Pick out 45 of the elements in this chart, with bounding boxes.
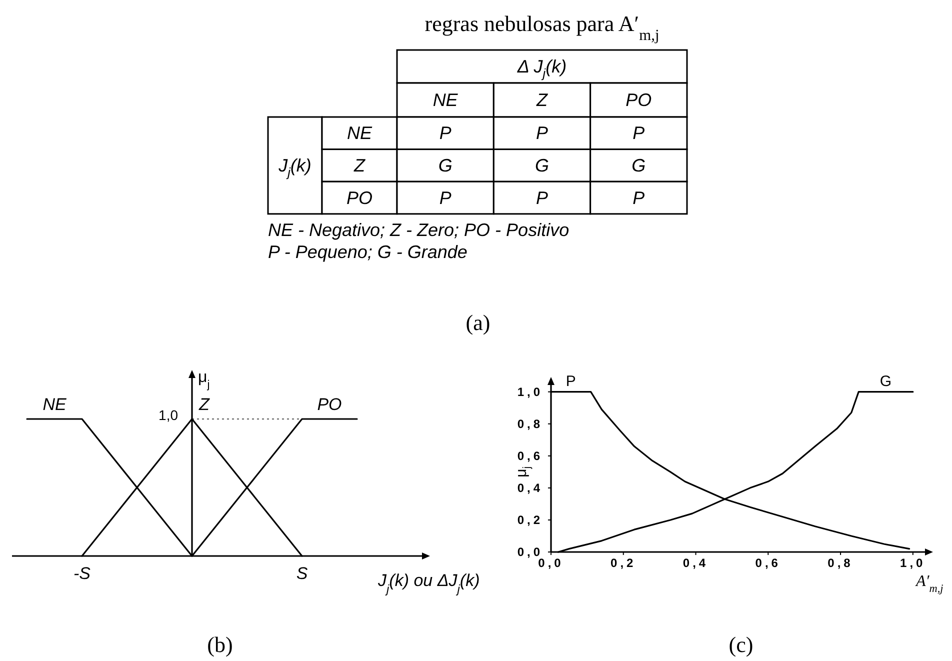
text: (c) xyxy=(728,632,754,657)
x-tick-label: S xyxy=(296,564,308,583)
x-tick-label: 1,0 xyxy=(900,556,926,570)
chart-title: regras nebulosas para A′$_{m,j}$ xyxy=(424,11,660,44)
text: G xyxy=(438,155,452,176)
x-tick-label: -S xyxy=(74,564,92,583)
y-tick-label: NE xyxy=(346,123,373,144)
y-tick-label: PO xyxy=(346,188,373,208)
x-tick-label: 0,8 xyxy=(828,556,854,570)
x-tick-label: 0,0 xyxy=(538,556,564,570)
x-tick-label: 0,2 xyxy=(610,556,636,570)
x-axis-title: Δ J$_{j}$(k) xyxy=(516,56,567,80)
legend-label: P xyxy=(566,372,576,390)
text: G xyxy=(534,155,550,176)
y-tick-label: 0,2 xyxy=(517,512,543,527)
text: P xyxy=(536,123,548,144)
y-axis-title: J$_{j}$(k) xyxy=(278,155,312,180)
x-axis-title: A′$_{m,j}$ xyxy=(915,573,944,595)
ref-line-label: 1,0 xyxy=(158,407,178,423)
text: P - Pequeno; G - Grande xyxy=(268,242,468,262)
x-axis-title: J$_{j}$(k) ou ΔJ$_{j}$(k) xyxy=(377,571,480,596)
x-tick-label: 0,4 xyxy=(682,556,709,570)
text: (b) xyxy=(207,632,233,657)
y-axis-title: μ$_{j}$ xyxy=(198,369,210,391)
x-tick-label: PO xyxy=(626,90,652,110)
text: G xyxy=(632,155,646,176)
y-tick-label: 0,6 xyxy=(517,448,543,463)
y-tick-label: Z xyxy=(353,155,366,176)
y-tick-label: 0,0 xyxy=(517,545,543,559)
text: P xyxy=(439,188,452,208)
legend-label: Z xyxy=(198,395,210,414)
text: (a) xyxy=(466,310,490,335)
text: P xyxy=(632,188,645,208)
x-tick-label: 0,6 xyxy=(755,556,781,570)
text: P xyxy=(632,123,645,144)
text: NE - Negativo; Z - Zero; PO - Positivo xyxy=(268,220,570,240)
x-tick-label: NE xyxy=(432,90,459,110)
y-tick-label: 1,0 xyxy=(517,384,543,399)
y-tick-label: 0,8 xyxy=(517,416,543,431)
series-label: PO xyxy=(317,395,342,414)
series-label: G xyxy=(880,372,892,390)
y-tick-label: 0,4 xyxy=(517,480,543,495)
series-label: NE xyxy=(42,395,67,414)
text: P xyxy=(536,188,548,208)
text: P xyxy=(439,123,452,144)
